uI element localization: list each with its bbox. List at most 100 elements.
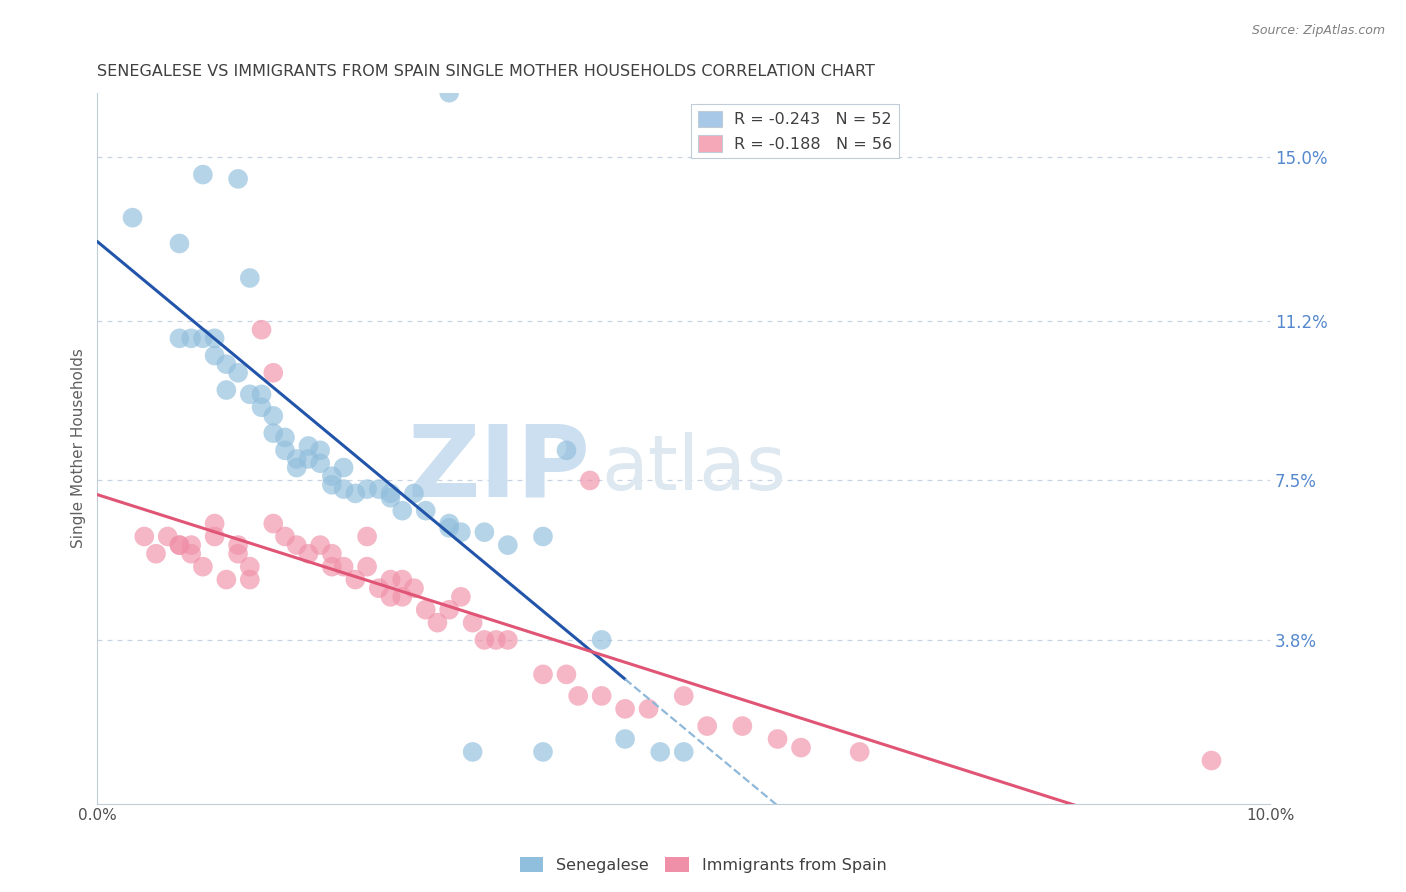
- Point: [848, 745, 870, 759]
- Point: [226, 366, 249, 380]
- Point: [191, 168, 214, 182]
- Point: [591, 632, 613, 647]
- Point: [391, 503, 413, 517]
- Point: [309, 443, 332, 458]
- Point: [437, 603, 460, 617]
- Point: [485, 632, 508, 647]
- Point: [191, 331, 214, 345]
- Point: [332, 559, 354, 574]
- Y-axis label: Single Mother Households: Single Mother Households: [72, 348, 86, 548]
- Point: [262, 409, 284, 423]
- Point: [226, 538, 249, 552]
- Point: [591, 689, 613, 703]
- Point: [614, 731, 637, 746]
- Point: [226, 172, 249, 186]
- Text: SENEGALESE VS IMMIGRANTS FROM SPAIN SINGLE MOTHER HOUSEHOLDS CORRELATION CHART: SENEGALESE VS IMMIGRANTS FROM SPAIN SING…: [97, 64, 875, 79]
- Point: [437, 521, 460, 535]
- Point: [472, 632, 495, 647]
- Point: [285, 452, 308, 467]
- Point: [415, 503, 437, 517]
- Point: [650, 745, 672, 759]
- Point: [274, 430, 297, 444]
- Point: [226, 547, 249, 561]
- Point: [297, 547, 319, 561]
- Point: [239, 387, 262, 401]
- Point: [297, 452, 319, 467]
- Point: [321, 469, 343, 483]
- Point: [766, 731, 789, 746]
- Point: [672, 745, 695, 759]
- Point: [637, 702, 659, 716]
- Point: [531, 529, 554, 543]
- Point: [391, 590, 413, 604]
- Point: [367, 581, 389, 595]
- Point: [215, 573, 238, 587]
- Point: [250, 387, 273, 401]
- Point: [309, 456, 332, 470]
- Point: [531, 667, 554, 681]
- Point: [215, 383, 238, 397]
- Point: [555, 667, 578, 681]
- Point: [321, 547, 343, 561]
- Point: [262, 366, 284, 380]
- Point: [204, 529, 226, 543]
- Point: [204, 331, 226, 345]
- Point: [204, 516, 226, 531]
- Text: atlas: atlas: [602, 433, 786, 507]
- Point: [239, 559, 262, 574]
- Point: [450, 525, 472, 540]
- Point: [380, 590, 402, 604]
- Point: [380, 491, 402, 505]
- Point: [215, 357, 238, 371]
- Point: [344, 573, 367, 587]
- Point: [344, 486, 367, 500]
- Point: [297, 439, 319, 453]
- Point: [169, 538, 191, 552]
- Point: [461, 745, 484, 759]
- Text: Source: ZipAtlas.com: Source: ZipAtlas.com: [1251, 24, 1385, 37]
- Point: [437, 86, 460, 100]
- Point: [239, 573, 262, 587]
- Point: [356, 529, 378, 543]
- Point: [356, 559, 378, 574]
- Point: [472, 525, 495, 540]
- Point: [156, 529, 179, 543]
- Point: [426, 615, 449, 630]
- Text: ZIP: ZIP: [408, 421, 591, 518]
- Point: [461, 615, 484, 630]
- Point: [145, 547, 167, 561]
- Legend: R = -0.243   N = 52, R = -0.188   N = 56: R = -0.243 N = 52, R = -0.188 N = 56: [692, 104, 898, 158]
- Point: [274, 443, 297, 458]
- Point: [180, 547, 202, 561]
- Point: [1201, 754, 1223, 768]
- Point: [380, 573, 402, 587]
- Legend: Senegalese, Immigrants from Spain: Senegalese, Immigrants from Spain: [513, 851, 893, 880]
- Point: [567, 689, 589, 703]
- Point: [614, 702, 637, 716]
- Point: [790, 740, 813, 755]
- Point: [169, 236, 191, 251]
- Point: [531, 745, 554, 759]
- Point: [450, 590, 472, 604]
- Point: [250, 401, 273, 415]
- Point: [415, 603, 437, 617]
- Point: [332, 482, 354, 496]
- Point: [696, 719, 718, 733]
- Point: [134, 529, 156, 543]
- Point: [402, 581, 425, 595]
- Point: [191, 559, 214, 574]
- Point: [321, 477, 343, 491]
- Point: [285, 460, 308, 475]
- Point: [731, 719, 754, 733]
- Point: [672, 689, 695, 703]
- Point: [274, 529, 297, 543]
- Point: [285, 538, 308, 552]
- Point: [402, 486, 425, 500]
- Point: [180, 538, 202, 552]
- Point: [555, 443, 578, 458]
- Point: [169, 538, 191, 552]
- Point: [309, 538, 332, 552]
- Point: [437, 516, 460, 531]
- Point: [321, 559, 343, 574]
- Point: [180, 331, 202, 345]
